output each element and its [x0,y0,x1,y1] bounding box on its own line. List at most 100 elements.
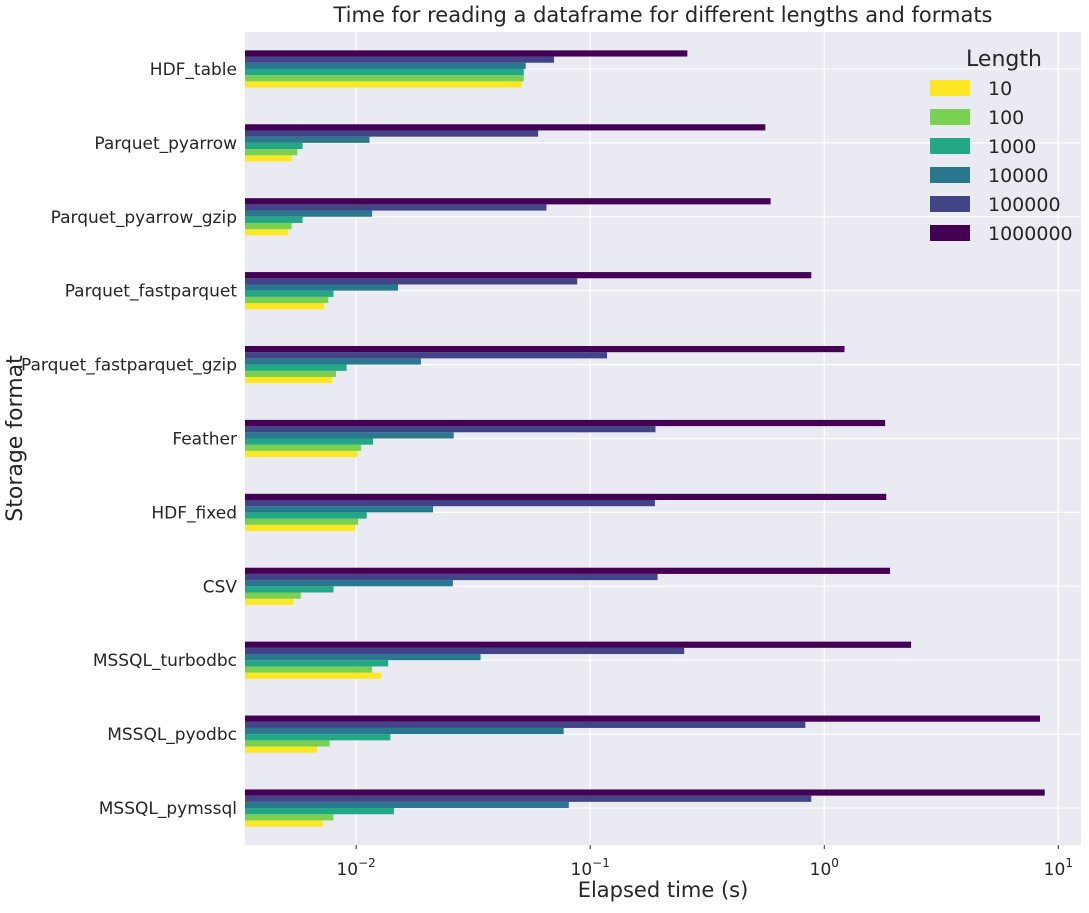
bar-HDF_table-1000000 [245,50,688,57]
y-tick-label: HDF_fixed [151,503,237,523]
bar-HDF_fixed-100000 [245,500,655,507]
bar-HDF_fixed-1000 [245,512,367,519]
bar-Parquet_fastparquet-10000 [245,284,399,291]
bar-Parquet_pyarrow-1000000 [245,124,766,131]
y-tick-label: CSV [203,577,238,597]
bar-Feather-1000 [245,438,373,445]
bar-HDF_fixed-10000 [245,506,434,513]
bar-MSSQL_pymssql-10000 [245,801,569,809]
bar-Parquet_pyarrow_gzip-1000000 [245,198,771,205]
x-tick-label: 101 [1044,856,1073,880]
bar-MSSQL_pyodbc-10 [245,746,317,753]
x-tick-label: 10−1 [571,856,610,880]
bar-MSSQL_pymssql-1000 [245,808,394,815]
bar-Parquet_pyarrow_gzip-100000 [245,204,547,211]
legend-swatch-10000 [930,167,970,183]
y-tick-label: MSSQL_turbodbc [93,651,237,671]
legend-swatch-100 [930,109,970,125]
bar-MSSQL_pyodbc-100000 [245,721,806,728]
legend-swatch-1000000 [930,225,970,241]
y-tick-label: Parquet_pyarrow [94,134,237,154]
bar-Parquet_pyarrow_gzip-10000 [245,210,373,217]
bar-Feather-100 [245,444,362,451]
bar-Parquet_pyarrow_gzip-1000 [245,216,303,223]
bar-Parquet_pyarrow-1000 [245,142,303,150]
legend-label-100: 100 [988,107,1024,129]
y-tick-label: Feather [172,430,237,450]
bar-CSV-100000 [245,573,658,581]
bar-Parquet_fastparquet_gzip-10000 [245,358,421,365]
bar-Feather-10000 [245,432,454,439]
bar-MSSQL_pyodbc-1000 [245,734,391,741]
bar-MSSQL_pymssql-100 [245,814,334,821]
legend-swatch-100000 [930,196,970,212]
bar-Parquet_pyarrow-10 [245,155,292,162]
bar-MSSQL_pyodbc-1000000 [245,715,1040,722]
bar-Parquet_fastparquet_gzip-1000 [245,364,347,371]
bar-HDF_table-10000 [245,62,526,69]
bar-Parquet_pyarrow-100 [245,149,298,156]
x-tick-label: 100 [810,856,839,880]
bar-Parquet_pyarrow-100000 [245,130,539,137]
bar-Parquet_fastparquet-100 [245,296,329,304]
y-tick-label: Parquet_fastparquet_gzip [21,356,237,376]
y-tick-label: HDF_table [150,60,237,80]
bar-Parquet_pyarrow-10000 [245,136,370,143]
bar-CSV-1000000 [245,567,891,574]
legend-label-10: 10 [988,78,1012,100]
bar-Feather-100000 [245,426,656,433]
bar-Parquet_fastparquet-100000 [245,278,578,285]
bar-MSSQL_pyodbc-100 [245,740,330,747]
legend-label-1000000: 1000000 [988,223,1073,245]
legend-swatch-10 [930,80,970,96]
bar-HDF_table-10 [245,81,522,88]
bar-HDF_table-100 [245,75,524,82]
legend-label-1000: 1000 [988,136,1036,158]
y-axis-label: Storage format [3,355,28,522]
bar-CSV-100 [245,592,301,599]
bar-MSSQL_pymssql-100000 [245,795,812,802]
bar-CSV-10 [245,598,294,605]
bar-MSSQL_turbodbc-100 [245,666,373,673]
bar-HDF_table-1000 [245,68,524,76]
bar-MSSQL_turbodbc-1000 [245,660,389,667]
bar-HDF_fixed-1000000 [245,493,887,501]
bar-Parquet_fastparquet-10 [245,303,325,310]
legend: Length 10 100 1000 10000 100000 1000000 [930,47,1073,245]
bar-MSSQL_turbodbc-10000 [245,654,481,661]
bar-Parquet_fastparquet_gzip-100 [245,370,336,377]
bar-MSSQL_turbodbc-100000 [245,647,685,655]
bar-Parquet_fastparquet_gzip-1000000 [245,345,845,353]
y-tick-label: MSSQL_pyodbc [107,725,237,745]
bar-Feather-1000000 [245,419,886,427]
legend-swatch-1000 [930,138,970,154]
legend-label-10000: 10000 [988,165,1048,187]
y-tick-label: MSSQL_pymssql [99,799,237,819]
legend-title: Length [966,47,1042,72]
y-tick-label: Parquet_pyarrow_gzip [51,208,237,228]
legend-label-100000: 100000 [988,194,1061,216]
y-tick-label: Parquet_fastparquet [65,282,238,302]
bar-Parquet_pyarrow_gzip-10 [245,229,288,236]
bar-HDF_fixed-100 [245,518,359,525]
bar-HDF_fixed-10 [245,524,356,532]
chart-title: Time for reading a dataframe for differe… [332,3,992,27]
bar-Feather-10 [245,450,358,458]
bar-Parquet_fastparquet_gzip-100000 [245,352,608,359]
bar-MSSQL_pymssql-1000000 [245,789,1045,796]
bar-Parquet_pyarrow_gzip-100 [245,222,292,230]
bar-MSSQL_turbodbc-1000000 [245,641,912,648]
bar-CSV-1000 [245,586,334,593]
bar-HDF_table-100000 [245,56,554,63]
x-tick-label: 10−2 [336,856,375,880]
bar-Parquet_fastparquet_gzip-10 [245,376,333,384]
bar-Parquet_fastparquet-1000 [245,290,334,297]
bar-MSSQL_pyodbc-10000 [245,727,564,735]
bar-MSSQL_pymssql-10 [245,820,323,827]
bar-Parquet_fastparquet-1000000 [245,272,812,279]
bar-CSV-10000 [245,580,453,587]
bar-MSSQL_turbodbc-10 [245,672,382,679]
x-axis-label: Elapsed time (s) [578,878,749,902]
